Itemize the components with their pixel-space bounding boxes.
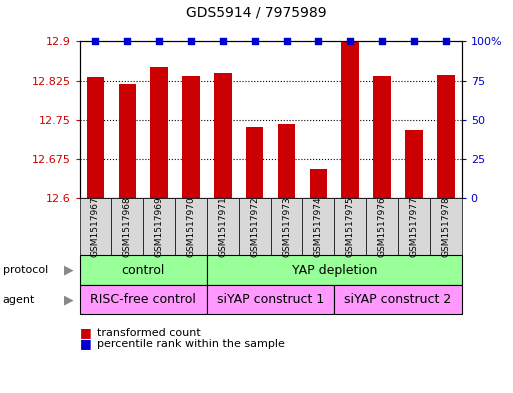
- Text: GSM1517977: GSM1517977: [409, 196, 419, 257]
- Text: transformed count: transformed count: [97, 328, 201, 338]
- Text: YAP depletion: YAP depletion: [291, 264, 377, 277]
- Point: [219, 38, 227, 44]
- Text: GSM1517978: GSM1517978: [441, 196, 450, 257]
- Text: ■: ■: [80, 326, 91, 340]
- Text: GSM1517968: GSM1517968: [123, 196, 132, 257]
- Text: GSM1517973: GSM1517973: [282, 196, 291, 257]
- Text: percentile rank within the sample: percentile rank within the sample: [97, 339, 285, 349]
- Text: RISC-free control: RISC-free control: [90, 293, 196, 306]
- Text: ■: ■: [80, 337, 91, 351]
- Text: GSM1517969: GSM1517969: [154, 196, 164, 257]
- Text: GDS5914 / 7975989: GDS5914 / 7975989: [186, 6, 327, 20]
- Point: [283, 38, 291, 44]
- Bar: [310, 169, 327, 198]
- Text: siYAP construct 1: siYAP construct 1: [217, 293, 324, 306]
- Bar: [150, 67, 168, 198]
- Point: [250, 38, 259, 44]
- Text: GSM1517974: GSM1517974: [314, 196, 323, 257]
- Point: [378, 38, 386, 44]
- Point: [442, 38, 450, 44]
- Point: [410, 38, 418, 44]
- Bar: [182, 76, 200, 198]
- Point: [314, 38, 323, 44]
- Bar: [246, 127, 264, 198]
- Text: protocol: protocol: [3, 265, 48, 275]
- Bar: [437, 75, 455, 198]
- Bar: [214, 73, 231, 198]
- Point: [155, 38, 163, 44]
- Text: ▶: ▶: [65, 293, 74, 306]
- Bar: [278, 124, 295, 198]
- Point: [91, 38, 100, 44]
- Bar: [87, 77, 104, 198]
- Text: siYAP construct 2: siYAP construct 2: [344, 293, 451, 306]
- Text: agent: agent: [3, 295, 35, 305]
- Bar: [373, 76, 391, 198]
- Text: GSM1517967: GSM1517967: [91, 196, 100, 257]
- Bar: [119, 84, 136, 198]
- Point: [123, 38, 131, 44]
- Bar: [405, 130, 423, 198]
- Point: [346, 38, 354, 44]
- Text: GSM1517971: GSM1517971: [219, 196, 227, 257]
- Point: [187, 38, 195, 44]
- Bar: [342, 41, 359, 198]
- Text: GSM1517970: GSM1517970: [187, 196, 195, 257]
- Text: control: control: [122, 264, 165, 277]
- Text: GSM1517972: GSM1517972: [250, 196, 259, 257]
- Text: GSM1517976: GSM1517976: [378, 196, 387, 257]
- Text: ▶: ▶: [65, 264, 74, 277]
- Text: GSM1517975: GSM1517975: [346, 196, 354, 257]
